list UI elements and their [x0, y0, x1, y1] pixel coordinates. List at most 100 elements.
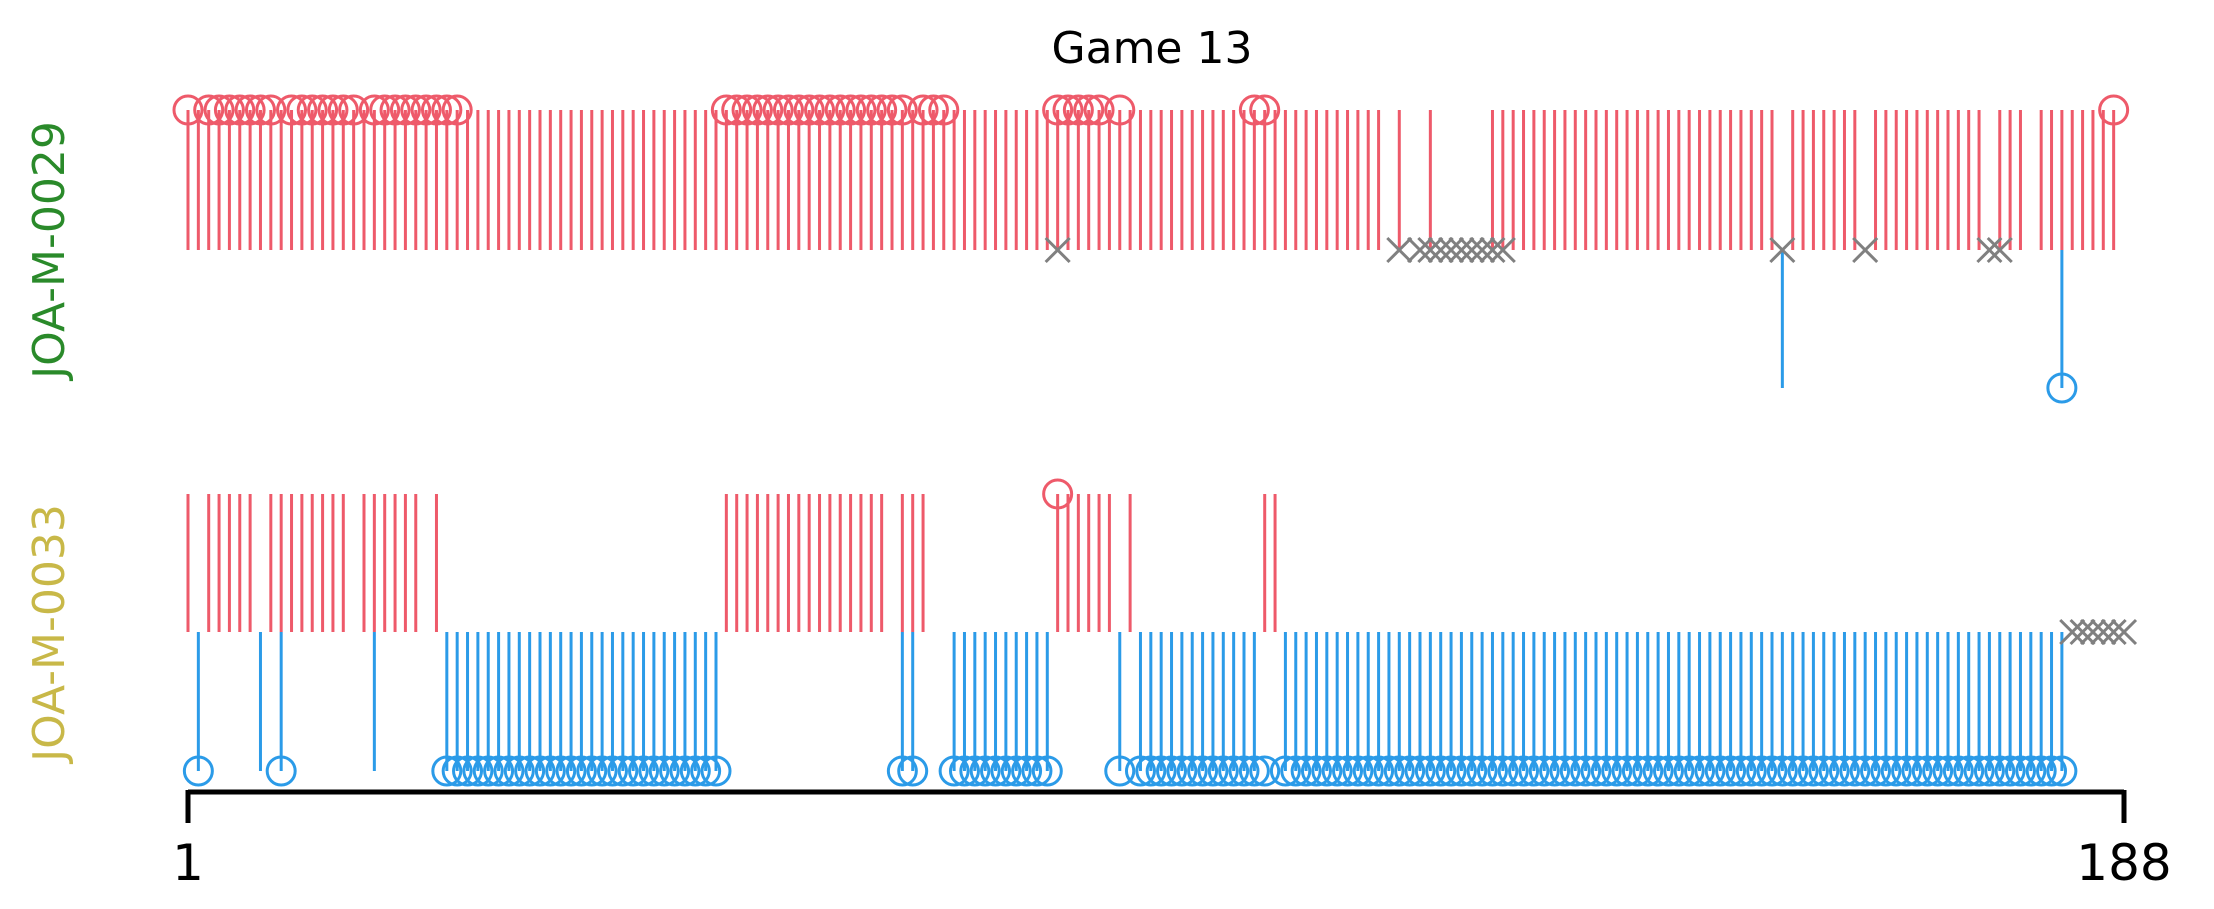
negative-circle-marker: [1973, 755, 2005, 787]
negative-circle-marker: [1104, 755, 1136, 787]
negative-circle-marker: [1725, 755, 1757, 787]
negative-circle-marker: [1694, 755, 1726, 787]
negative-circle-marker: [586, 755, 618, 787]
positive-circle-marker: [369, 94, 401, 126]
positive-circle-marker: [193, 94, 225, 126]
negative-circle-marker: [1238, 755, 1270, 787]
negative-circle-marker: [1787, 755, 1819, 787]
chart-marks: [172, 94, 2138, 787]
negative-circle-marker: [1818, 755, 1850, 787]
negative-circle-marker: [1715, 755, 1747, 787]
negative-circle-marker: [1849, 755, 1881, 787]
missed-x-marker: [1417, 236, 1444, 264]
positive-circle-marker: [244, 94, 276, 126]
missed-x-marker: [2110, 618, 2138, 646]
negative-circle-marker: [959, 755, 991, 787]
negative-circle-marker: [503, 755, 535, 787]
negative-circle-marker: [472, 755, 504, 787]
negative-circle-marker: [1311, 755, 1343, 787]
negative-circle-marker: [1404, 755, 1436, 787]
missed-x-marker: [2090, 618, 2117, 646]
missed-x-marker: [1489, 236, 1516, 264]
positive-circle-marker: [317, 94, 349, 126]
negative-circle-marker: [1891, 755, 1923, 787]
negative-circle-marker: [1363, 755, 1395, 787]
negative-circle-marker: [1466, 755, 1498, 787]
negative-circle-marker: [897, 755, 929, 787]
x-tick-label-end: 188: [2076, 834, 2171, 892]
negative-circle-marker: [2046, 755, 2078, 787]
missed-x-marker: [2059, 618, 2086, 646]
missed-x-marker: [2079, 618, 2107, 646]
negative-circle-marker: [1321, 755, 1353, 787]
negative-circle-marker: [2015, 755, 2047, 787]
negative-circle-marker: [1932, 755, 1964, 787]
negative-circle-marker: [1269, 755, 1301, 787]
positive-circle-marker: [410, 94, 442, 126]
negative-circle-marker: [1746, 755, 1778, 787]
negative-circle-marker: [948, 755, 980, 787]
negative-circle-marker: [1394, 755, 1426, 787]
x-axis: 1 188: [172, 789, 2172, 892]
positive-circle-marker: [721, 94, 753, 126]
missed-x-marker: [2069, 618, 2096, 646]
positive-circle-marker: [431, 94, 463, 126]
negative-circle-marker: [265, 755, 297, 787]
positive-circle-marker: [928, 94, 960, 126]
positive-circle-marker: [1062, 94, 1094, 126]
negative-circle-marker: [1777, 755, 1809, 787]
negative-circle-marker: [1797, 755, 1829, 787]
positive-circle-marker: [886, 94, 918, 126]
negative-circle-marker: [1808, 755, 1840, 787]
missed-x-marker: [1852, 236, 1879, 264]
negative-circle-marker: [1156, 755, 1188, 787]
row-label-joa-m-0033-group: JOA-M-0033: [24, 504, 75, 765]
positive-circle-marker: [1042, 94, 1074, 126]
missed-x-marker: [1479, 236, 1506, 264]
positive-circle-marker: [855, 94, 887, 126]
negative-circle-marker: [1135, 755, 1167, 787]
negative-circle-marker: [1963, 755, 1995, 787]
missed-x-marker: [1458, 236, 1485, 264]
positive-circle-marker: [824, 94, 856, 126]
negative-circle-marker: [1124, 755, 1156, 787]
positive-circle-marker: [783, 94, 815, 126]
negative-circle-marker: [969, 755, 1001, 787]
negative-circle-marker: [1383, 755, 1415, 787]
negative-circle-marker: [524, 755, 556, 787]
negative-circle-marker: [596, 755, 628, 787]
row-label-joa-m-0033: JOA-M-0033: [24, 504, 75, 765]
negative-circle-marker: [1828, 755, 1860, 787]
negative-circle-marker: [493, 755, 525, 787]
positive-circle-marker: [172, 94, 204, 126]
missed-x-marker: [1986, 236, 2013, 264]
negative-circle-marker: [1414, 755, 1446, 787]
negative-circle-marker: [1590, 755, 1622, 787]
negative-circle-marker: [1839, 755, 1871, 787]
negative-circle-marker: [1290, 755, 1322, 787]
missed-x-marker: [1437, 236, 1465, 264]
missed-x-marker: [1406, 236, 1434, 264]
negative-circle-marker: [565, 755, 597, 787]
positive-circle-marker: [400, 94, 432, 126]
negative-circle-marker: [648, 755, 680, 787]
positive-circle-marker: [741, 94, 773, 126]
negative-circle-marker: [1352, 755, 1384, 787]
positive-circle-marker: [752, 94, 784, 126]
negative-circle-marker: [1031, 755, 1063, 787]
negative-circle-marker: [1166, 755, 1198, 787]
negative-circle-marker: [1518, 755, 1550, 787]
negative-circle-marker: [2004, 755, 2036, 787]
negative-circle-marker: [1559, 755, 1591, 787]
negative-circle-marker: [1922, 755, 1954, 787]
negative-circle-marker: [659, 755, 691, 787]
missed-x-marker: [2100, 618, 2127, 646]
negative-circle-marker: [1145, 755, 1177, 787]
positive-circle-marker: [234, 94, 266, 126]
positive-circle-marker: [814, 94, 846, 126]
positive-circle-marker: [1042, 478, 1074, 510]
negative-circle-marker: [638, 755, 670, 787]
negative-circle-marker: [1611, 755, 1643, 787]
negative-circle-marker: [1663, 755, 1695, 787]
